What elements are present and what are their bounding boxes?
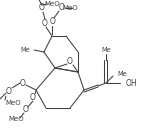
Text: O: O (59, 3, 65, 13)
Text: O: O (39, 3, 45, 13)
Text: MeO: MeO (44, 1, 60, 7)
Text: MeO: MeO (62, 5, 78, 11)
Text: Me: Me (117, 71, 127, 77)
Text: Me: Me (101, 47, 111, 53)
Text: O: O (67, 58, 73, 67)
Text: Me: Me (20, 47, 30, 53)
Text: OH: OH (126, 79, 138, 87)
Text: O: O (6, 87, 12, 95)
Text: MeO: MeO (8, 116, 24, 122)
Text: O: O (23, 106, 29, 115)
Text: O: O (30, 92, 36, 102)
Text: MeO: MeO (5, 100, 21, 106)
Text: O: O (42, 18, 48, 27)
Text: O: O (50, 18, 56, 26)
Text: O: O (20, 79, 26, 87)
